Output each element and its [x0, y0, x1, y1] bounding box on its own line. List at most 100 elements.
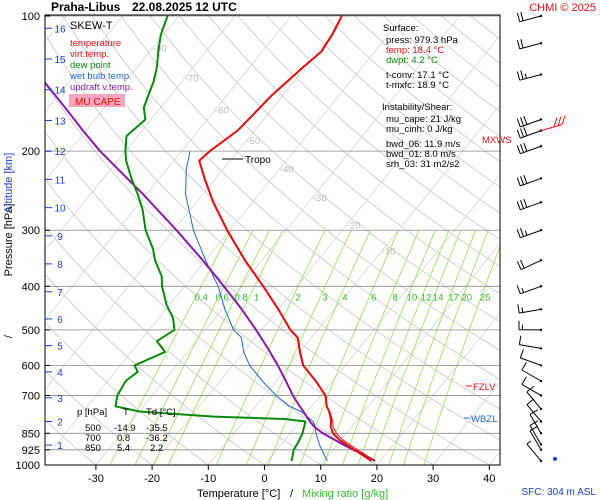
- mixing-ratio-label: 0.4: [195, 292, 208, 303]
- mixing-ratio-label: 14: [433, 292, 444, 303]
- altitude-tick-label: 4: [57, 368, 63, 379]
- x-tick-label: 10: [315, 473, 327, 485]
- isotherm-line: [432, 381, 500, 465]
- table-header-td: Td [°C]: [146, 407, 176, 418]
- table-row-850-p: 850: [85, 443, 101, 454]
- x-tick-label: 40: [483, 473, 495, 485]
- wind-barb: [526, 398, 543, 423]
- altitude-tick-label: 9: [57, 232, 63, 243]
- wind-barb: [521, 376, 543, 397]
- mixing-ratio-line: [215, 230, 326, 465]
- mixing-ratio-line: [357, 230, 450, 465]
- table-row-850-t: 5.4: [117, 443, 130, 454]
- dry-adiabat-line: [237, 15, 500, 240]
- mxws-label: MXWS: [482, 135, 512, 146]
- legend-mu-cape: MU CAPE: [75, 97, 121, 108]
- mixing-ratio-label: 0.8: [234, 292, 247, 303]
- instability-mu-cinh: mu_cinh: 0 J/kg: [386, 124, 453, 135]
- surface-tconv: t-conv: 17.1 °C: [386, 70, 449, 81]
- wind-barb: [516, 11, 543, 23]
- mixing-ratio-line: [371, 230, 462, 465]
- table-row-700-td: -36.2: [146, 433, 168, 444]
- dry-adiabat-line: [266, 15, 500, 214]
- instability-mu-cape: mu_cape: 21 J/kg: [386, 114, 461, 125]
- altitude-tick-label: 6: [57, 315, 63, 326]
- isotherm-label: -60: [215, 106, 229, 117]
- wind-barb: [518, 335, 543, 350]
- pressure-tick-label: 200: [22, 146, 40, 158]
- mixing-ratio-line: [403, 230, 489, 465]
- isotherm-label: -40: [280, 164, 294, 175]
- series-dew-point-line: [114, 15, 307, 462]
- mixing-ratio-label: 0.6: [216, 292, 229, 303]
- pressure-tick-label: 850: [22, 428, 40, 440]
- altitude-tick-label: 8: [57, 260, 63, 271]
- wind-barb: [516, 227, 543, 239]
- wind-barb: [516, 198, 543, 211]
- mixing-ratio-labels: 0.4 0.6 0.8 1 2 3 4 6 8 10 12 14 17 20 25: [195, 292, 491, 303]
- wind-barb: [516, 142, 543, 155]
- pressure-tick-label: 300: [22, 225, 40, 237]
- isotherm-line: [264, 173, 500, 465]
- isotherm-label: -30: [313, 193, 327, 204]
- mixing-ratio-line: [267, 230, 371, 465]
- isotherm-line: [45, 15, 404, 460]
- mixing-ratio-line: [299, 230, 399, 465]
- mixing-ratio-line: [245, 230, 352, 465]
- table-header-t: T: [123, 407, 129, 418]
- y-axis-separator: /: [3, 334, 15, 338]
- legend-dew-point: dew point: [70, 60, 111, 71]
- mixing-ratio-line: [167, 230, 284, 465]
- instability-title: Instability/Shear:: [382, 102, 452, 113]
- table-row-500-t: -14.9: [114, 423, 136, 434]
- sounding-curves: [45, 15, 376, 462]
- wind-barb: [518, 320, 543, 332]
- mixing-ratio-label: 1: [254, 292, 259, 303]
- isotherm-line: [45, 15, 180, 182]
- x-axis-label: Temperature [°C]: [197, 488, 280, 500]
- isotherm-line: [45, 15, 123, 113]
- dry-adiabat-line: [91, 15, 500, 380]
- isotherm-line: [151, 34, 500, 465]
- table-row-500-p: 500: [85, 423, 101, 434]
- legend-wet-bulb: wet bulb temp.: [69, 71, 132, 82]
- isotherm-label: -70: [185, 74, 199, 85]
- altitude-tick-label: 15: [54, 55, 66, 66]
- mixing-ratio-label: 12: [421, 292, 432, 303]
- isotherm-line: [376, 312, 500, 465]
- mixing-ratio-label: 3: [322, 292, 327, 303]
- x-tick-label: -20: [144, 473, 160, 485]
- sfc-label: SFC: 304 m ASL: [522, 487, 597, 498]
- mixing-ratio-line: [323, 230, 420, 465]
- surface-tmxfc: t-mxfc: 18.9 °C: [386, 80, 449, 91]
- mixing-ratio-line: [423, 245, 500, 465]
- fzlv-label: FZLV: [473, 382, 496, 393]
- isotherm-line: [320, 243, 500, 465]
- y-axis-label: Pressure [hPa]: [3, 204, 15, 277]
- mu-cape-swatch: [69, 94, 125, 107]
- legend-temperature: temperature: [70, 38, 121, 49]
- wind-barb: [526, 440, 543, 463]
- pressure-tick-label: 925: [22, 445, 40, 457]
- isotherm-line: [45, 15, 236, 252]
- station-name: Praha-Libus: [51, 0, 121, 14]
- table-header-p: p [hPa]: [77, 407, 107, 418]
- mixing-ratio-line: [342, 230, 436, 465]
- x-tick-label: -30: [88, 473, 104, 485]
- x-tick-label: 0: [261, 473, 267, 485]
- mixing-ratio-label: 8: [392, 292, 397, 303]
- wind-barb: [529, 420, 543, 446]
- altitude-tick-label: 10: [54, 204, 66, 215]
- altitude-tick-label: 1: [57, 441, 63, 452]
- background-lines: [45, 15, 500, 465]
- pressure-tick-label: 1000: [16, 460, 40, 472]
- dry-adiabat-line: [149, 15, 500, 323]
- mxws-wind-barb: [540, 115, 566, 132]
- wind-barb: [529, 409, 543, 435]
- datetime: 22.08.2025 12 UTC: [132, 0, 237, 14]
- altitude-tick-label: 12: [54, 147, 66, 158]
- wind-barb: [516, 174, 543, 187]
- wind-barb: [516, 285, 543, 295]
